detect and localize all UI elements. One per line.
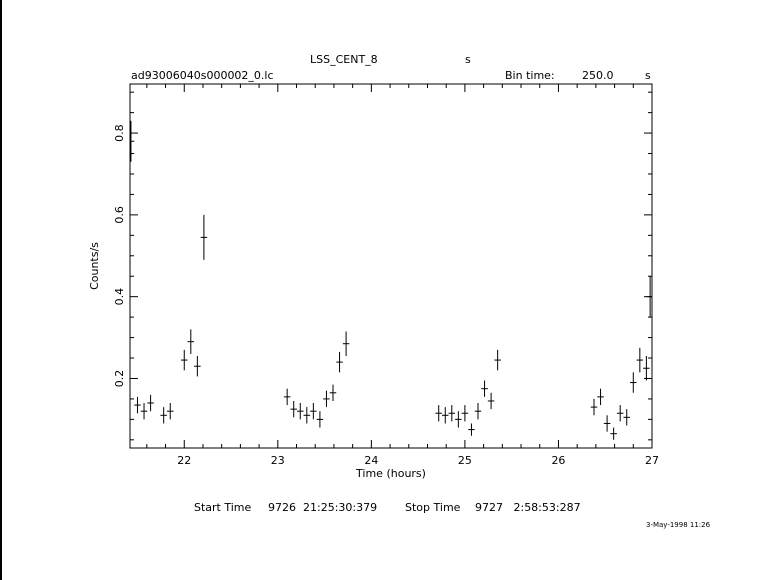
data-point <box>329 384 337 401</box>
y-axis-label: Counts/s <box>88 242 101 290</box>
y-tick-label: 0.6 <box>113 206 126 224</box>
data-point <box>160 407 167 424</box>
data-point <box>310 403 317 420</box>
bin-time-label: Bin time: <box>505 69 555 82</box>
bin-time-value: 250.0 <box>582 69 614 82</box>
data-point <box>336 351 343 373</box>
data-point <box>290 400 297 418</box>
plot-frame <box>129 83 653 449</box>
x-tick-label: 25 <box>458 454 472 467</box>
data-point <box>636 347 644 373</box>
window-left-border <box>0 0 2 580</box>
data-point <box>610 427 617 440</box>
file-name: ad93006040s000002_0.lc <box>131 69 274 82</box>
data-point <box>303 407 311 424</box>
y-tick-label: 0.8 <box>113 124 126 142</box>
data-point <box>181 349 188 371</box>
data-point <box>342 331 350 356</box>
start-time-value: 9726 21:25:30:379 <box>268 501 378 514</box>
data-point <box>435 405 442 422</box>
data-point <box>187 329 195 354</box>
data-point <box>442 407 449 424</box>
data-point <box>630 372 637 393</box>
data-point <box>603 415 611 432</box>
x-tick-label: 24 <box>364 454 378 467</box>
data-point <box>283 388 291 406</box>
data-point <box>130 120 135 162</box>
data-point <box>623 409 630 426</box>
data-point <box>616 405 624 422</box>
data-points <box>130 120 652 440</box>
data-point <box>643 355 650 381</box>
data-point <box>194 355 201 377</box>
object-unit: s <box>465 53 471 66</box>
data-point <box>316 411 324 428</box>
date-stamp: 3-May-1998 11:26 <box>646 521 711 529</box>
axis-ticks <box>130 84 653 448</box>
object-name: LSS_CENT_8 <box>310 53 378 66</box>
data-point <box>166 403 174 420</box>
data-point <box>323 390 330 408</box>
start-time-label: Start Time <box>194 501 252 514</box>
stop-time-label: Stop Time <box>405 501 461 514</box>
data-point <box>646 276 652 318</box>
data-point <box>461 405 469 422</box>
y-tick-label: 0.2 <box>113 370 126 388</box>
x-tick-label: 23 <box>271 454 285 467</box>
data-point <box>200 214 208 260</box>
x-tick-label: 22 <box>177 454 191 467</box>
data-point <box>147 394 154 412</box>
data-point <box>474 403 482 420</box>
data-point <box>448 405 456 422</box>
data-point <box>140 403 148 420</box>
x-tick-label: 27 <box>645 454 659 467</box>
data-point <box>134 396 141 414</box>
data-point <box>590 398 598 416</box>
data-point <box>494 349 501 371</box>
data-point <box>455 411 462 428</box>
y-tick-label: 0.4 <box>113 288 126 306</box>
x-tick-label: 26 <box>551 454 565 467</box>
data-point <box>297 403 304 420</box>
data-point <box>481 380 488 397</box>
data-point <box>597 388 604 406</box>
axis-tick-labels: 22 23 24 25 26 27 0.2 0.4 0.6 0.8 <box>113 124 659 467</box>
stop-time-value: 9727 2:58:53:287 <box>475 501 581 514</box>
data-point <box>487 392 495 410</box>
bin-time-unit: s <box>645 69 651 82</box>
x-axis-label: Time (hours) <box>355 467 426 480</box>
data-point <box>468 423 475 436</box>
